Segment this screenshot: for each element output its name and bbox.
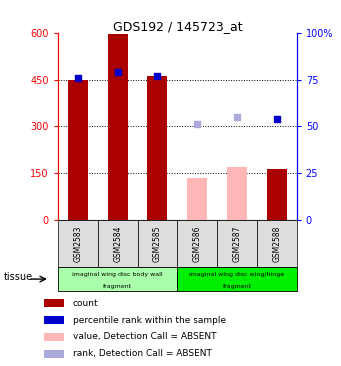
Text: GSM2588: GSM2588 (272, 225, 281, 262)
Bar (148, 76, 167, 220)
Text: tissue: tissue (3, 272, 32, 282)
Bar (58, 267, 177, 291)
Text: value, Detection Call = ABSENT: value, Detection Call = ABSENT (73, 332, 216, 341)
Bar (44, 350, 64, 358)
Point (234, 114, 240, 120)
Bar (98, 220, 137, 267)
Text: rank, Detection Call = ABSENT: rank, Detection Call = ABSENT (73, 350, 212, 358)
Bar (187, 178, 207, 220)
Bar (137, 220, 177, 267)
Text: GSM2583: GSM2583 (73, 225, 83, 262)
Bar (108, 34, 128, 220)
Point (75, 75, 80, 81)
Bar (177, 267, 297, 291)
Text: count: count (73, 299, 99, 307)
Text: GSM2584: GSM2584 (113, 225, 122, 262)
Bar (44, 333, 64, 341)
Text: GDS192 / 145723_at: GDS192 / 145723_at (113, 20, 242, 33)
Text: imaginal wing disc wing/hinge: imaginal wing disc wing/hinge (190, 272, 284, 277)
Bar (227, 167, 247, 220)
Bar (267, 169, 287, 220)
Point (194, 122, 200, 127)
Text: fragment: fragment (222, 284, 252, 289)
Bar (44, 316, 64, 324)
Point (274, 116, 280, 122)
Bar (68, 80, 88, 220)
Bar (217, 220, 257, 267)
Text: imaginal wing disc body wall: imaginal wing disc body wall (72, 272, 163, 277)
Text: fragment: fragment (103, 284, 132, 289)
Text: GSM2586: GSM2586 (193, 225, 202, 262)
Bar (257, 220, 297, 267)
Bar (58, 220, 98, 267)
Bar (177, 220, 217, 267)
Text: percentile rank within the sample: percentile rank within the sample (73, 315, 226, 325)
Text: GSM2587: GSM2587 (233, 225, 241, 262)
Bar (44, 299, 64, 307)
Text: GSM2585: GSM2585 (153, 225, 162, 262)
Point (115, 69, 120, 75)
Point (155, 73, 160, 79)
